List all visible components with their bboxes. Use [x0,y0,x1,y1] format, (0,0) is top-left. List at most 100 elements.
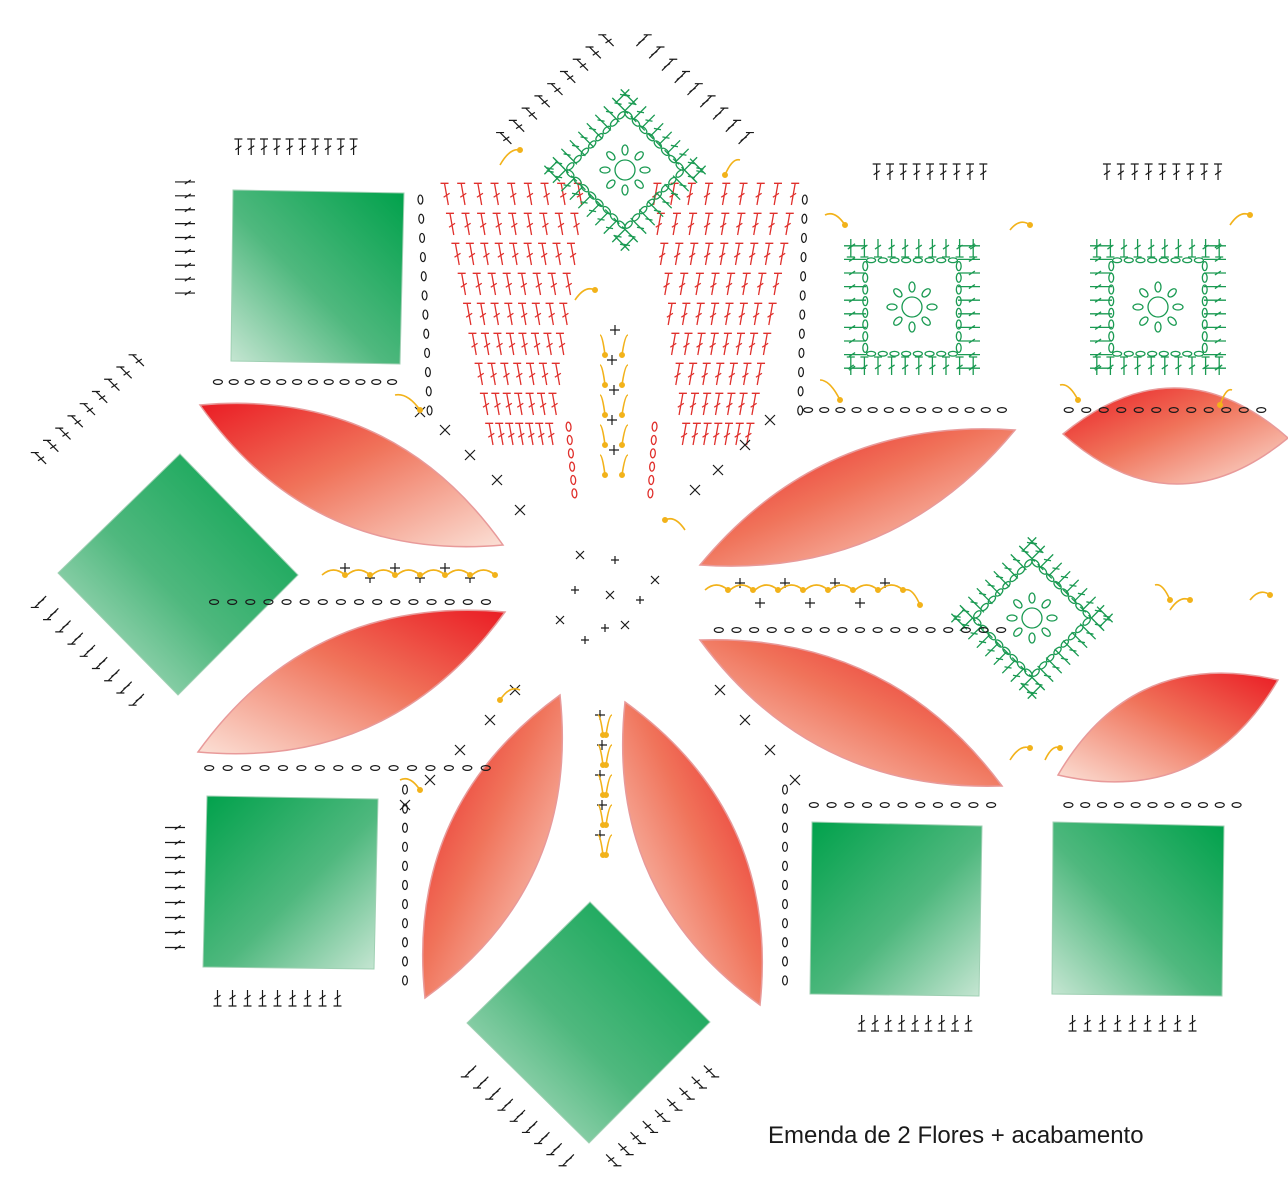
chain-stitch-icon [799,290,806,301]
double-crochet-icon [966,163,974,180]
double-crochet-icon [569,183,586,201]
chain-stitch-icon [639,166,651,174]
chain-stitch-icon [660,147,670,157]
double-crochet-icon [1018,545,1036,562]
double-crochet-icon [460,1065,477,1078]
chain-stitch-icon [402,937,409,948]
double-crochet-icon [647,122,664,140]
double-crochet-icon [723,422,734,446]
chain-stitch-icon [1130,801,1141,808]
chain-stitch-icon [1108,307,1115,318]
chain-stitch-icon [1046,614,1058,622]
chain-stitch-icon [1013,599,1023,609]
double-crochet-icon [661,58,678,71]
double-crochet-icon [552,242,562,266]
double-crochet-icon [1120,239,1128,258]
chain-stitch-icon [801,626,813,633]
chain-stitch-icon [480,764,491,771]
chain-stitch-icon [994,639,1004,648]
double-crochet-icon [594,114,612,131]
double-crochet-icon [686,182,696,206]
chain-stitch-icon [986,801,997,808]
join-arrow-icon [749,586,756,593]
diagram-caption: Emenda de 2 Flores + acabamento [768,1122,1144,1149]
double-crochet-icon [887,356,896,375]
double-crochet-icon [942,239,950,258]
double-crochet-icon [709,302,720,326]
join-arrow-icon [366,571,373,578]
chain-stitch-icon [422,309,429,320]
double-crochet-icon [844,297,866,303]
join-arrow-icon [1059,383,1079,401]
single-crochet-icon [509,684,521,696]
join-arrow-icon [879,584,904,591]
chain-stitch-icon [1113,801,1124,808]
double-crochet-icon [1090,284,1112,290]
chain-stitch-icon [978,626,989,633]
double-crochet-icon [116,366,133,379]
double-crochet-icon [734,422,744,446]
double-crochet-icon [658,242,669,266]
double-crochet-icon [104,378,120,391]
double-crochet-icon [958,270,980,276]
chain-stitch-icon [782,898,789,910]
chain-stitch-icon [1158,257,1169,264]
double-crochet-icon [477,212,487,236]
chain-stitch-icon [948,407,959,414]
granny-square-chart [543,88,707,252]
join-arrow-icon [602,821,609,828]
single-crochet-icon [712,464,724,476]
chain-stitch-icon [371,379,382,386]
chain-stitch-icon [1132,303,1144,311]
double-crochet-icon [742,362,752,386]
double-crochet-icon [899,163,908,180]
chain-stitch-icon [819,407,830,414]
double-crochet-icon [605,1154,622,1167]
chain-stitch-icon [370,764,381,771]
join-arrow-icon [899,586,906,593]
double-crochet-icon [1088,614,1105,632]
chain-stitch-icon [602,205,612,215]
single-crochet-icon [610,325,620,335]
chain-stitch-icon [865,257,877,264]
chain-stitch-icon [1147,350,1158,357]
double-crochet-icon [681,166,698,184]
join-arrow-icon [1249,591,1271,601]
double-crochet-icon [666,302,677,326]
chain-stitch-icon [208,598,220,605]
chain-stitch-icon [802,407,814,414]
chain-stitch-icon [1158,350,1169,357]
double-crochet-icon [738,392,748,416]
chain-stitch-icon [1060,588,1070,597]
double-crochet-icon [958,324,980,330]
join-arrow-icon [916,601,923,608]
join-arrow-icon [516,147,523,154]
double-crochet-icon [79,644,96,657]
chain-stitch-icon [1201,284,1208,295]
chain-stitch-icon [872,626,883,633]
chain-stitch-icon [617,111,626,120]
join-arrow-icon [836,396,843,403]
join-arrow-icon [601,411,608,418]
double-crochet-icon [298,138,307,155]
double-crochet-icon [688,242,699,266]
chain-stitch-icon [423,328,430,339]
double-crochet-icon [213,990,222,1007]
double-crochet-icon [1037,665,1054,683]
double-crochet-icon [1090,365,1112,371]
double-crochet-icon [495,422,505,446]
join-arrow-icon [721,172,728,179]
double-crochet-icon [175,221,195,227]
chain-stitch-icon [1060,639,1070,648]
double-crochet-icon [767,302,777,326]
double-crochet-icon [979,163,988,180]
single-crochet-icon [464,449,476,461]
double-crochet-icon [696,332,706,356]
join-arrow-icon [321,569,346,576]
double-crochet-icon [694,272,704,296]
double-crochet-icon [912,163,921,180]
chain-stitch-icon [1197,801,1209,808]
join-arrow-group [321,147,1274,858]
chain-stitch-icon [987,595,997,605]
double-crochet-icon [772,272,783,296]
